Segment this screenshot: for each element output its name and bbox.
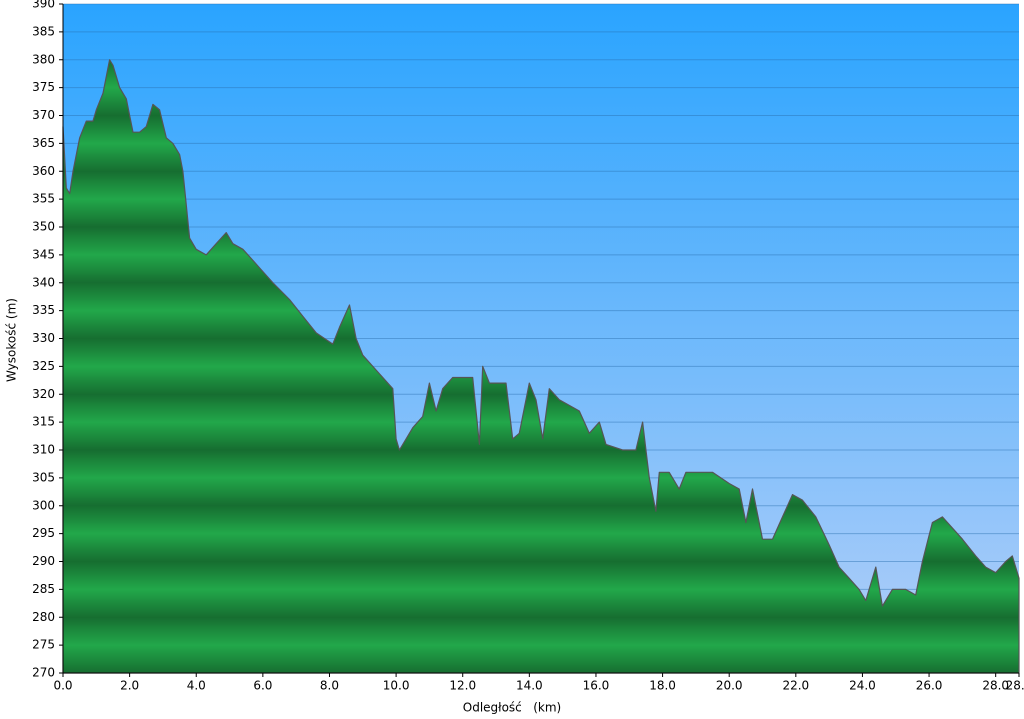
x-tick-label: 16.0 bbox=[583, 679, 610, 693]
x-tick-label: 28.0 bbox=[982, 679, 1009, 693]
elevation-area bbox=[62, 59, 1020, 674]
x-tick-label: 20.0 bbox=[716, 679, 743, 693]
y-tick-label: 360 bbox=[32, 164, 55, 178]
x-tick-label: 22.0 bbox=[782, 679, 809, 693]
x-tick-label: 6.0 bbox=[253, 679, 272, 693]
y-tick-label: 305 bbox=[32, 470, 55, 484]
x-tick-label: 14.0 bbox=[516, 679, 543, 693]
x-tick-label: 18.0 bbox=[649, 679, 676, 693]
x-tick-label: 26.0 bbox=[916, 679, 943, 693]
x-tick-label: 4.0 bbox=[187, 679, 206, 693]
y-tick-label: 370 bbox=[32, 108, 55, 122]
area-group bbox=[62, 59, 1020, 674]
x-tick-label: 28.7 bbox=[1006, 679, 1024, 693]
x-tick-label: 12.0 bbox=[449, 679, 476, 693]
y-tick-label: 310 bbox=[32, 443, 55, 457]
y-tick-label: 290 bbox=[32, 554, 55, 568]
x-tick-label: 8.0 bbox=[320, 679, 339, 693]
y-tick-label: 325 bbox=[32, 359, 55, 373]
x-axis-label: Odległość (km) bbox=[463, 701, 561, 715]
y-tick-label: 330 bbox=[32, 331, 55, 345]
y-tick-label: 385 bbox=[32, 24, 55, 38]
y-tick-label: 335 bbox=[32, 303, 55, 317]
y-tick-label: 315 bbox=[32, 415, 55, 429]
y-tick-label: 320 bbox=[32, 387, 55, 401]
y-tick-label: 280 bbox=[32, 610, 55, 624]
y-tick-label: 295 bbox=[32, 526, 55, 540]
y-tick-label: 345 bbox=[32, 247, 55, 261]
y-tick-label: 380 bbox=[32, 52, 55, 66]
x-tick-label: 24.0 bbox=[849, 679, 876, 693]
y-tick-label: 375 bbox=[32, 80, 55, 94]
y-tick-label: 340 bbox=[32, 275, 55, 289]
x-tick-label: 10.0 bbox=[383, 679, 410, 693]
y-tick-label: 390 bbox=[32, 0, 55, 11]
y-tick-label: 270 bbox=[32, 666, 55, 680]
y-tick-label: 365 bbox=[32, 136, 55, 150]
y-tick-label: 355 bbox=[32, 192, 55, 206]
y-axis-label: Wysokość (m) bbox=[5, 298, 19, 382]
y-tick-label: 300 bbox=[32, 498, 55, 512]
y-tick-label: 350 bbox=[32, 220, 55, 234]
ticks: 270 275 280 285 290 295 300 305 310 315 320 325 330 3… bbox=[32, 0, 1024, 693]
x-tick-label: 2.0 bbox=[120, 679, 139, 693]
y-tick-label: 275 bbox=[32, 638, 55, 652]
y-tick-label: 285 bbox=[32, 582, 55, 596]
x-tick-label: 0.0 bbox=[53, 679, 72, 693]
